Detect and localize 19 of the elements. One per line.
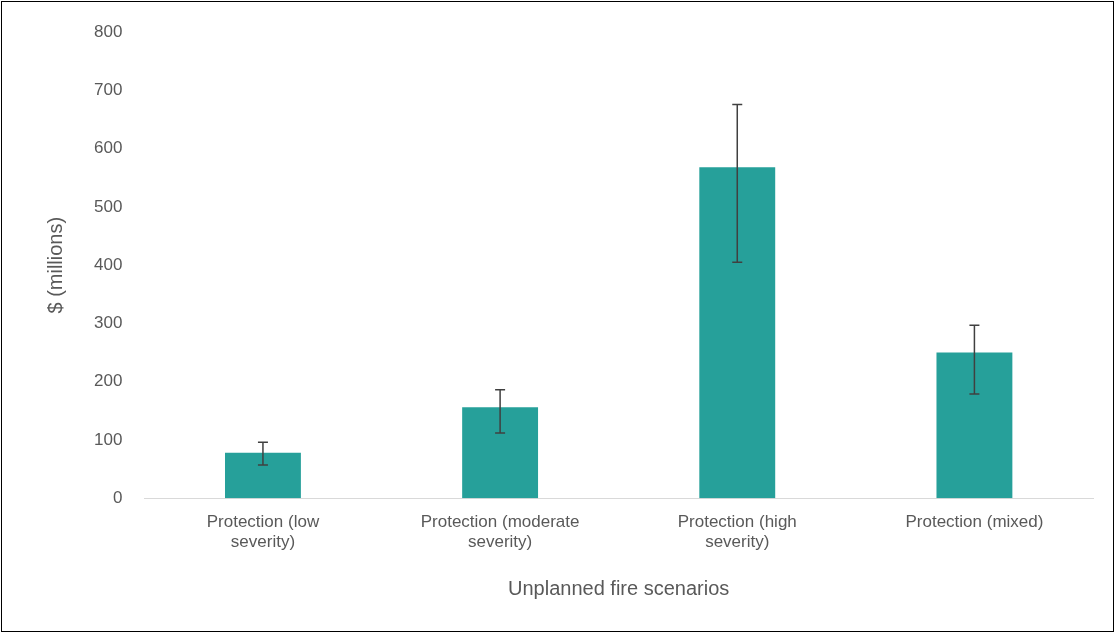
x-tick-label: Protection (high severity) (677, 512, 797, 552)
y-tick-label: 800 (93, 21, 123, 41)
bar (462, 407, 539, 499)
x-tick-label: Protection (mixed) (905, 512, 1044, 532)
bar (699, 167, 776, 499)
bar (936, 352, 1013, 499)
y-tick-label: 200 (93, 371, 123, 391)
bar (225, 452, 301, 499)
y-tick-label: 400 (93, 254, 123, 274)
x-tick-label: Protection (moderate severity) (420, 512, 580, 552)
y-axis-title: $ (millions) (43, 216, 66, 314)
y-tick-label: 300 (93, 313, 123, 333)
x-axis-title: Unplanned fire scenarios (508, 576, 730, 599)
y-tick-label: 700 (93, 80, 123, 100)
y-tick-label: 0 (112, 487, 123, 507)
y-tick-label: 100 (93, 429, 123, 449)
y-tick-label: 600 (93, 138, 123, 158)
y-tick-label: 500 (93, 196, 123, 216)
x-tick-label: Protection (low severity) (206, 512, 320, 552)
